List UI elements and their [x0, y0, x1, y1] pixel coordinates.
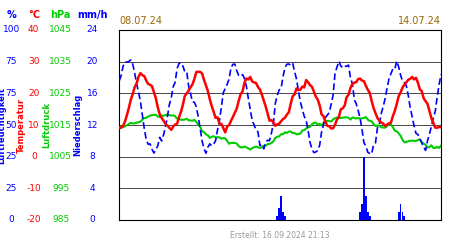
Text: 0: 0 [31, 152, 36, 161]
Text: hPa: hPa [50, 10, 71, 20]
Bar [276, 216, 278, 220]
Bar [363, 157, 365, 220]
Bar [369, 216, 371, 220]
Text: 985: 985 [52, 216, 69, 224]
Bar [284, 216, 286, 220]
Text: 50: 50 [5, 120, 17, 130]
Bar [282, 212, 284, 220]
Text: Temperatur: Temperatur [17, 98, 26, 152]
Bar [361, 204, 363, 220]
Text: -20: -20 [27, 216, 41, 224]
Text: 1025: 1025 [50, 89, 72, 98]
Bar [398, 212, 400, 220]
Text: 30: 30 [28, 57, 40, 66]
Text: 995: 995 [52, 184, 69, 193]
Text: 08.07.24: 08.07.24 [119, 16, 162, 26]
Text: 14.07.24: 14.07.24 [398, 16, 441, 26]
Text: -10: -10 [27, 184, 41, 193]
Text: 12: 12 [86, 120, 98, 130]
Text: 24: 24 [86, 26, 98, 35]
Text: Erstellt: 16.09.2024 21:13: Erstellt: 16.09.2024 21:13 [230, 232, 330, 240]
Text: 25: 25 [5, 152, 17, 161]
Text: 75: 75 [5, 57, 17, 66]
Bar [280, 196, 282, 220]
Bar [400, 204, 401, 220]
Bar [401, 212, 403, 220]
Text: 75: 75 [5, 89, 17, 98]
Text: 10: 10 [28, 120, 40, 130]
Text: 0: 0 [90, 216, 95, 224]
Text: 4: 4 [90, 184, 95, 193]
Bar [278, 208, 280, 220]
Text: 1005: 1005 [49, 152, 72, 161]
Text: Niederschlag: Niederschlag [73, 94, 82, 156]
Text: °C: °C [28, 10, 40, 20]
Text: 1015: 1015 [49, 120, 72, 130]
Text: 0: 0 [9, 216, 14, 224]
Bar [404, 216, 405, 220]
Text: 25: 25 [5, 184, 17, 193]
Bar [365, 196, 367, 220]
Text: Luftdruck: Luftdruck [43, 102, 52, 148]
Text: %: % [6, 10, 16, 20]
Text: 8: 8 [90, 152, 95, 161]
Bar [359, 212, 361, 220]
Text: 40: 40 [28, 26, 40, 35]
Text: 1035: 1035 [49, 57, 72, 66]
Text: 100: 100 [3, 26, 20, 35]
Text: Luftfeuchtigkeit: Luftfeuchtigkeit [0, 86, 7, 164]
Text: 20: 20 [28, 89, 40, 98]
Text: 16: 16 [86, 89, 98, 98]
Text: 20: 20 [86, 57, 98, 66]
Text: 1045: 1045 [50, 26, 72, 35]
Text: mm/h: mm/h [77, 10, 108, 20]
Bar [367, 212, 369, 220]
